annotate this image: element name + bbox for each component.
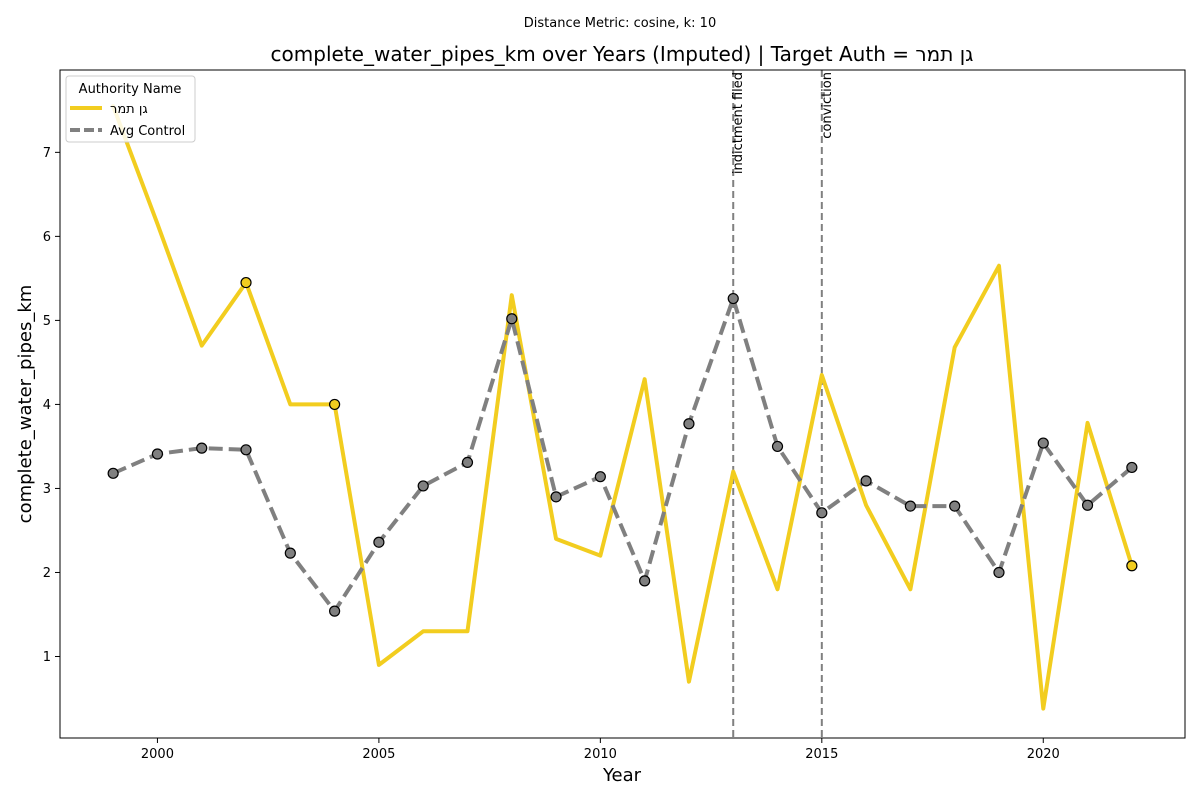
y-axis-title: complete_water_pipes_km [15, 285, 36, 524]
x-axis-title: Year [602, 765, 642, 786]
series-line-target [111, 104, 1134, 711]
data-point-marker [1081, 499, 1094, 511]
data-point-marker [1126, 560, 1138, 572]
y-tick-label: 6 [43, 230, 51, 245]
data-point-marker [329, 398, 341, 411]
data-point-marker [1126, 461, 1138, 474]
data-point-marker [993, 566, 1005, 579]
legend-title: Authority Name [79, 82, 182, 97]
y-tick-label: 1 [43, 650, 51, 665]
data-point-marker [461, 456, 474, 468]
data-point-marker [639, 575, 651, 587]
legend: Authority Name גן תמר Avg Control [65, 75, 196, 143]
data-point-marker [329, 605, 341, 617]
x-tick-label: 2015 [805, 747, 838, 762]
data-point-marker [240, 444, 252, 456]
data-point-marker [417, 480, 429, 492]
data-point-marker [949, 500, 961, 512]
axes-frame [59, 69, 1186, 739]
data-point-marker [506, 313, 518, 325]
legend-entry: Avg Control [110, 124, 185, 139]
legend-box [65, 75, 196, 143]
data-point-marker [550, 491, 562, 503]
data-point-marker [860, 475, 872, 487]
y-tick-label: 7 [43, 146, 51, 161]
plot-area: 2000 2005 2010 2015 2020 1 2 3 4 5 6 7 indictment fi… [43, 69, 1186, 762]
y-tick-label: 2 [43, 566, 51, 581]
x-tick-label: 2000 [141, 747, 174, 762]
data-point-marker [151, 448, 164, 460]
data-point-marker [816, 507, 828, 519]
data-point-marker [904, 500, 916, 512]
chart-title: complete_water_pipes_km over Years (Impu… [271, 42, 974, 66]
data-point-marker [284, 547, 296, 559]
data-point-marker [594, 471, 606, 483]
y-tick-label: 5 [43, 314, 51, 329]
series-line-avg-control [112, 296, 1134, 614]
data-point-marker [196, 442, 208, 454]
data-point-marker [727, 292, 739, 305]
x-tick-label: 2005 [362, 747, 395, 762]
annotation-label: conviction [820, 72, 835, 139]
data-point-marker [373, 536, 385, 548]
y-tick-label: 4 [43, 398, 51, 413]
y-tick-label: 3 [43, 482, 51, 497]
data-point-marker [240, 276, 252, 289]
annotation-label: indictment filed [731, 72, 746, 174]
data-point-marker [107, 467, 119, 479]
x-tick-label: 2020 [1027, 747, 1060, 762]
legend-entry: גן תמר [110, 102, 148, 117]
data-point-marker [771, 440, 784, 453]
data-point-marker [683, 418, 695, 430]
chart-suptitle: Distance Metric: cosine, k: 10 [524, 16, 716, 31]
x-tick-label: 2010 [584, 747, 617, 762]
data-point-marker [1037, 437, 1049, 449]
